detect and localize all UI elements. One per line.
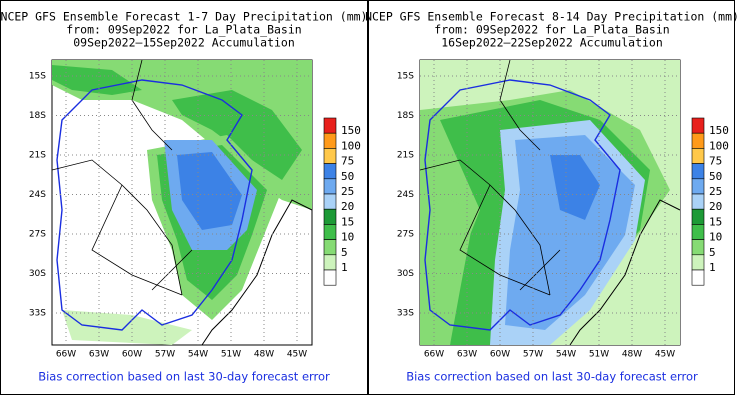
lat-label: 27S [397,230,414,240]
lon-label: 66W [424,350,444,360]
lon-label: 45W [655,350,675,360]
lat-label: 27S [29,230,46,240]
colorbar-box [691,178,705,195]
panel-title: 09Sep2022—15Sep2022 Accumulation [73,36,295,50]
panel-title: from: 09Sep2022 for La_Plata_Basin [66,23,301,37]
coastline [201,199,313,346]
colorbar-box [323,163,337,180]
lat-label: 24S [397,190,414,200]
colorbar-box [691,132,705,149]
lon-label: 45W [287,350,307,360]
lat-label: 21S [29,151,46,161]
lon-label: 54W [556,350,576,360]
colorbar-box [323,269,337,286]
colorbar-label: 1 [341,261,348,274]
precip-area [550,155,600,220]
footer-note: Bias correction based on last 30-day for… [406,370,698,384]
lon-label: 60W [490,350,510,360]
colorbar-box [691,224,705,240]
colorbar-box [691,254,705,271]
panel-title: from: 09Sep2022 for La_Plata_Basin [434,23,669,37]
colorbar-box [323,148,337,164]
colorbar-box [323,117,337,134]
colorbar-label: 15 [341,215,354,228]
lon-label: 51W [589,350,609,360]
colorbar-label: 150 [341,124,361,137]
panel-title: 16Sep2022—22Sep2022 Accumulation [441,36,663,50]
colorbar-box [691,117,705,134]
precip-area [177,152,242,230]
coastline [569,199,681,346]
lat-label: 33S [397,309,414,319]
colorbar-label: 100 [709,139,729,152]
colorbar-box [323,193,337,210]
lon-label: 66W [56,350,76,360]
lon-label: 63W [457,350,477,360]
precip-area [505,135,635,330]
lon-label: 48W [622,350,642,360]
colorbar-box [691,163,705,180]
colorbar-box [691,269,705,286]
colorbar-box [691,208,705,225]
lat-label: 15S [397,72,414,82]
colorbar-box [691,148,705,164]
lat-label: 30S [397,269,414,279]
lon-label: 57W [155,350,175,360]
colorbar-label: 50 [341,170,354,183]
colorbar-label: 10 [341,231,354,244]
colorbar-label: 10 [709,231,722,244]
lon-label: 63W [89,350,109,360]
basin-outline [56,79,253,331]
colorbar-box [323,254,337,271]
colorbar-label: 15 [709,215,722,228]
lon-label: 57W [523,350,543,360]
colorbar-label: 150 [709,124,729,137]
lat-label: 30S [29,269,46,279]
colorbar-label: 25 [341,185,354,198]
colorbar-label: 75 [709,155,722,168]
lat-label: 18S [29,111,46,121]
lat-label: 18S [397,111,414,121]
lon-label: 48W [254,350,274,360]
colorbar-label: 20 [709,200,722,213]
colorbar-box [323,208,337,225]
colorbar-box [323,224,337,240]
country-border [51,59,193,296]
lat-label: 24S [29,190,46,200]
colorbar-box [323,178,337,195]
lat-label: 15S [29,72,46,82]
precip-area [52,65,302,180]
panel-title: NCEP GFS Ensemble Forecast 1-7 Day Preci… [1,10,368,24]
lat-label: 33S [29,309,46,319]
precip-area [62,310,192,345]
colorbar-box [691,239,705,256]
lat-label: 21S [397,151,414,161]
colorbar-box [323,239,337,256]
colorbar-label: 20 [341,200,354,213]
footer-note: Bias correction based on last 30-day for… [38,370,330,384]
colorbar-box [691,193,705,210]
colorbar-label: 50 [709,170,722,183]
lon-label: 51W [221,350,241,360]
colorbar-label: 75 [341,155,354,168]
colorbar-label: 25 [709,185,722,198]
panel-title: NCEP GFS Ensemble Forecast 8-14 Day Prec… [365,10,738,24]
lon-label: 60W [122,350,142,360]
colorbar-label: 5 [341,246,348,259]
country-border [419,59,561,296]
colorbar-box [323,132,337,149]
colorbar-label: 100 [341,139,361,152]
colorbar-label: 1 [709,261,716,274]
colorbar-label: 5 [709,246,716,259]
lon-label: 54W [188,350,208,360]
basin-outline [424,79,621,331]
